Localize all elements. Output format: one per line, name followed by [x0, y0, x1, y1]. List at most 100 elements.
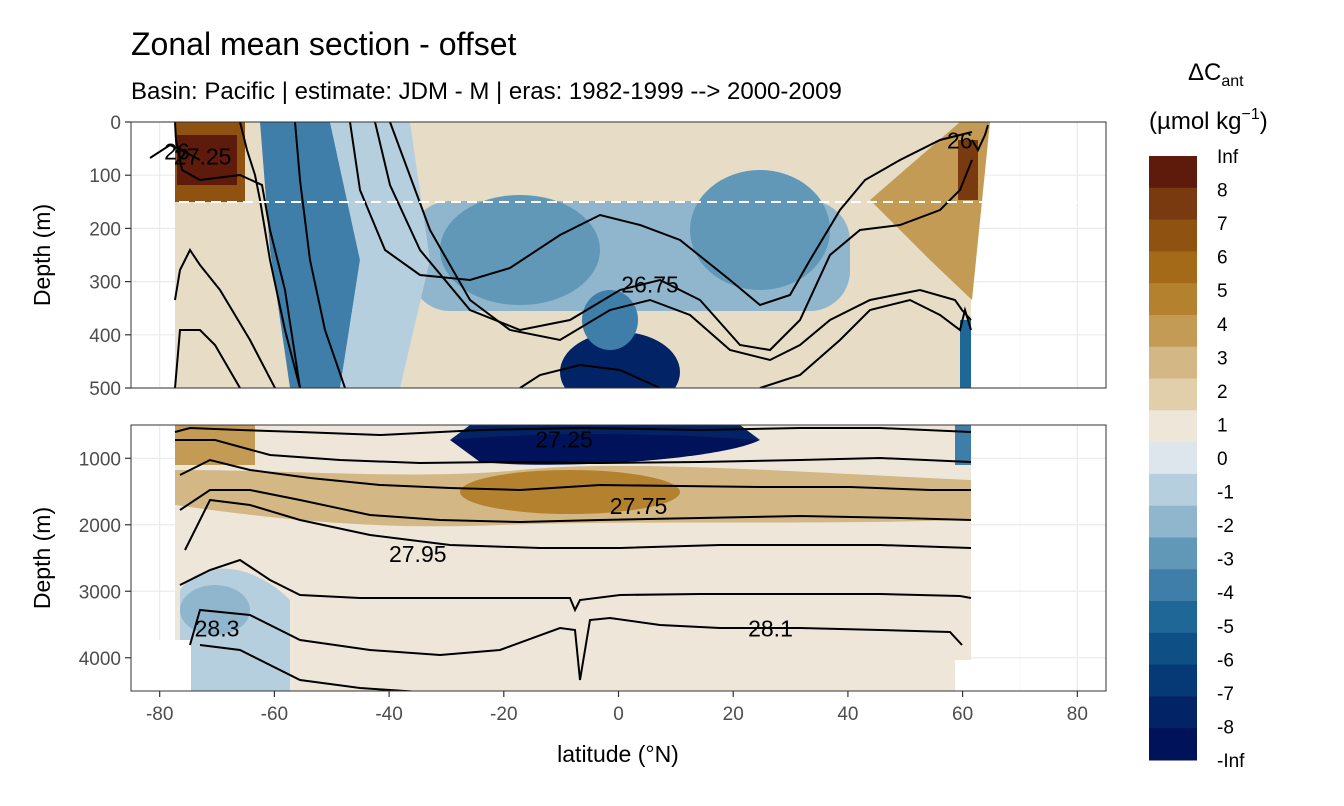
- legend-color-swatch: [1149, 156, 1197, 189]
- isopycnal-contour: [179, 558, 972, 613]
- legend-color-swatch: [1149, 473, 1197, 507]
- lower-field-base: [175, 425, 971, 691]
- legend-break-label: -Inf: [1217, 751, 1245, 772]
- legend-break-label: -2: [1217, 516, 1234, 537]
- legend-break-label: -1: [1217, 483, 1234, 504]
- contour-label: 26: [947, 128, 973, 154]
- isopycnal-contour: [174, 122, 301, 388]
- color-legend: ΔCant (µmol kg−1) Inf 8 7 6 5 4 3 2 1 0 -1 -2 -3 -4 -5…: [1149, 59, 1268, 772]
- isopycnal-contour: [374, 122, 973, 352]
- x-tick-label: 20: [723, 704, 744, 725]
- x-tick-label: 60: [952, 704, 973, 725]
- legend-break-label: 5: [1217, 281, 1228, 302]
- lower-northern-gap: [955, 660, 971, 691]
- legend-break-label: -6: [1217, 650, 1234, 671]
- y-tick-label: 100: [89, 166, 121, 187]
- legend-break-label: Inf: [1217, 147, 1239, 168]
- contour-label: 27.95: [389, 541, 447, 567]
- chart-subtitle: Basin: Pacific | estimate: JDM - M | era…: [131, 78, 842, 105]
- lower-heatmap: [131, 425, 971, 691]
- lower-southern-gap: [131, 640, 191, 691]
- legend-color-swatch: [1149, 632, 1197, 666]
- y-tick-label: 4000: [79, 649, 121, 670]
- isopycnal-contour: [184, 498, 972, 551]
- upper-panel: 27.25 26.75 26 26 0 100 200 300 400 500: [89, 113, 1107, 400]
- y-tick-label: 2000: [79, 516, 121, 537]
- legend-break-label: -3: [1217, 550, 1234, 571]
- legend-break-label: 2: [1217, 382, 1228, 403]
- legend-break-label: -5: [1217, 617, 1234, 638]
- legend-break-label: -4: [1217, 583, 1234, 604]
- legend-break-label: 6: [1217, 248, 1228, 269]
- x-tick-label: 0: [613, 704, 624, 725]
- y-tick-label: 0: [110, 113, 121, 134]
- lower-brown-core: [460, 470, 680, 514]
- legend-unit-prefix: (µmol kg: [1149, 108, 1242, 135]
- x-tick-label: -80: [146, 704, 173, 725]
- upper-equatorial-blue-ring: [582, 290, 638, 350]
- legend-color-swatch: [1149, 346, 1197, 380]
- contour-label: 28.1: [748, 615, 793, 641]
- upper-southern-light-tongue: [330, 122, 430, 388]
- upper-equatorial-deep-blue: [560, 332, 680, 388]
- x-tick-label: 40: [837, 704, 858, 725]
- contour-label: 27.25: [535, 427, 593, 453]
- upper-panel-border: [130, 121, 1107, 389]
- legend-labels: Inf 8 7 6 5 4 3 2 1 0 -1 -2 -3 -4 -5 -6 -7 -8 -Inf: [1217, 147, 1245, 772]
- lower-northern-blue-edge: [955, 425, 971, 465]
- contour-label: 26: [164, 138, 190, 164]
- contour-label: 27.25: [174, 144, 232, 170]
- lower-contour-labels: 27.25 27.75 27.95 28.3 28.1: [195, 427, 793, 642]
- isopycnal-contour: [179, 489, 972, 524]
- legend-break-label: 1: [1217, 415, 1228, 436]
- x-tick-label: 80: [1067, 704, 1088, 725]
- upper-y-axis: 0 100 200 300 400 500: [89, 113, 131, 400]
- lower-southern-brown-edge: [175, 425, 255, 465]
- legend-color-swatch: [1149, 314, 1197, 348]
- isopycnal-contour: [174, 248, 276, 388]
- contour-label: 27.75: [610, 493, 668, 519]
- isopycnal-contour: [349, 122, 973, 307]
- legend-break-label: -7: [1217, 684, 1234, 705]
- upper-heatmap: [175, 122, 990, 388]
- legend-unit-suffix: ): [1260, 108, 1268, 135]
- x-tick-label: -20: [490, 704, 517, 725]
- upper-blue-core-right: [690, 170, 830, 290]
- isopycnal-contour: [759, 298, 972, 388]
- chart-title: Zonal mean section - offset: [131, 26, 517, 62]
- y-tick-label: 400: [89, 326, 121, 347]
- isopycnal-contour: [175, 439, 972, 465]
- isopycnal-contour: [239, 122, 301, 388]
- legend-color-swatch: [1149, 442, 1197, 475]
- isopycnal-contour: [149, 143, 201, 161]
- lower-southern-blue-core: [180, 585, 250, 635]
- legend-color-swatch: [1149, 505, 1197, 538]
- legend-color-swatch: [1149, 537, 1197, 570]
- isopycnal-contour: [389, 122, 972, 362]
- legend-colorbar: [1149, 156, 1197, 761]
- legend-color-swatch: [1149, 601, 1197, 634]
- isopycnal-contour: [519, 363, 661, 388]
- isopycnal-contour: [199, 644, 421, 691]
- legend-color-swatch: [1149, 283, 1197, 316]
- lower-panel: 27.25 27.75 27.95 28.3 28.1 1000 2000 3000 4000: [79, 424, 1107, 692]
- y-tick-label: 1000: [79, 449, 121, 470]
- legend-color-swatch: [1149, 696, 1197, 729]
- x-tick-label: -40: [375, 704, 402, 725]
- legend-title-main: ΔC: [1188, 59, 1221, 86]
- legend-break-label: 3: [1217, 348, 1228, 369]
- legend-color-swatch: [1149, 569, 1197, 602]
- y-tick-label: 3000: [79, 582, 121, 603]
- x-axis: -80 -60 -40 -20 0 20 40 60 80: [146, 691, 1088, 725]
- legend-color-swatch: [1149, 664, 1197, 697]
- lower-density-contours: [174, 426, 972, 691]
- legend-color-swatch: [1149, 187, 1197, 221]
- contour-label: 26.75: [621, 271, 679, 297]
- legend-break-label: 4: [1217, 315, 1228, 336]
- legend-color-swatch: [1149, 251, 1197, 284]
- legend-unit-exp: −1: [1242, 106, 1260, 123]
- y-axis-title-lower: Depth (m): [29, 507, 55, 609]
- upper-northern-blue-edge: [960, 320, 971, 388]
- legend-title-sub: ant: [1221, 73, 1244, 90]
